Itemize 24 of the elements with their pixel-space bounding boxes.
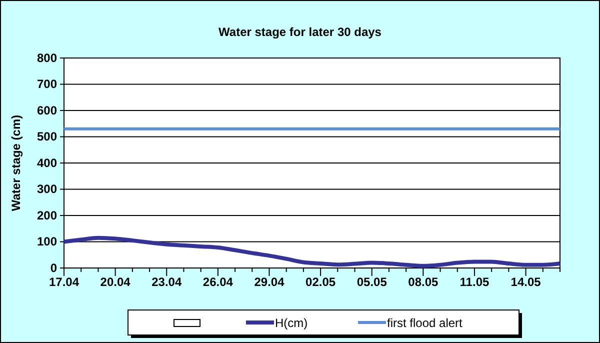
x-tick-label: 20.04 (100, 274, 131, 289)
y-tick-label: 100 (36, 234, 58, 249)
y-tick-label: 800 (36, 50, 58, 65)
x-tick-label: 02.05 (306, 274, 336, 289)
y-tick-label: 500 (36, 130, 58, 144)
x-tick-label: 26.04 (202, 274, 234, 289)
y-tick-label: 200 (36, 208, 58, 222)
x-tick-label: 14.05 (510, 274, 542, 289)
y-tick-label: 400 (36, 156, 58, 170)
y-tick-label: 0 (50, 260, 58, 275)
x-tick-label: 08.05 (408, 274, 439, 289)
y-tick-label: 700 (36, 77, 58, 92)
legend-label: first flood alert (387, 316, 464, 330)
x-tick-label: 11.05 (460, 274, 490, 289)
line-series (62, 236, 562, 268)
x-tick-label: 17.04 (48, 274, 80, 289)
x-tick-label: 29.04 (254, 274, 285, 289)
y-tick-label: 600 (36, 103, 58, 118)
chart-title: Water stage for later 30 days (218, 25, 382, 39)
y-axis-title: Water stage (cm) (9, 114, 23, 212)
y-tick-label: 300 (36, 182, 58, 196)
legend-label: H(cm) (275, 316, 308, 330)
x-tick-label: 23.04 (152, 274, 182, 289)
x-tick-label: 05.05 (356, 274, 388, 289)
